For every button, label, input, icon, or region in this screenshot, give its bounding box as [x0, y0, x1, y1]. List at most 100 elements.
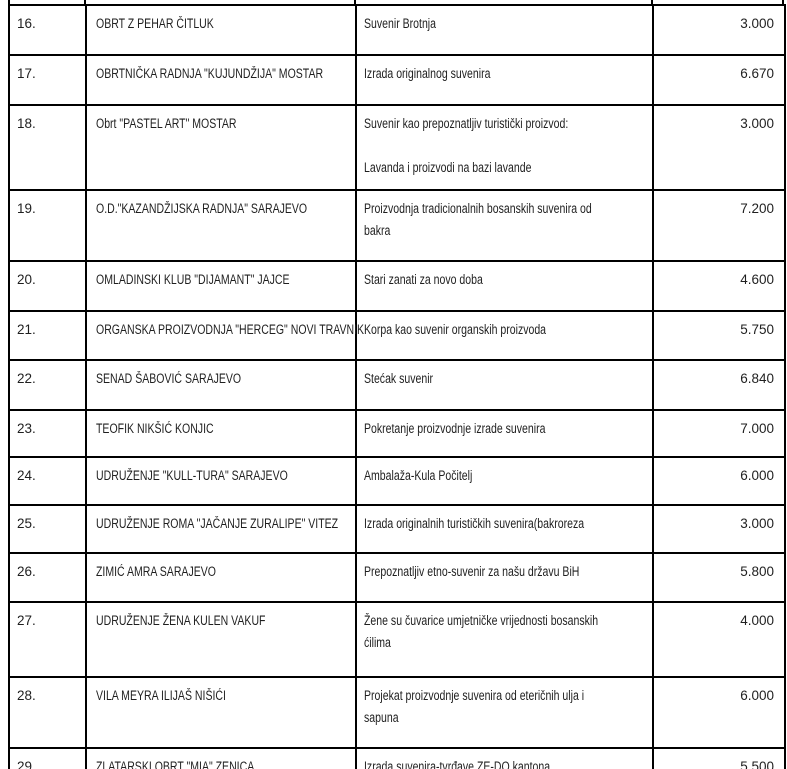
row-number-cell: 17. [8, 54, 87, 106]
table-row: 18. Obrt "PASTEL ART" MOSTAR Suvenir kao… [8, 104, 786, 191]
applicant-name-text: O.D."KAZANDŽIJSKA RADNJA" SARAJEVO [96, 201, 308, 216]
project-description-cell: Suvenir Brotnja [355, 4, 654, 56]
description-line: bakra [364, 223, 391, 238]
applicant-name-cell: O.D."KAZANDŽIJSKA RADNJA" SARAJEVO [85, 189, 357, 262]
description-line: sapuna [364, 710, 399, 725]
amount-cell: 6.670 [652, 54, 786, 106]
amount-cell: 6.000 [652, 676, 786, 749]
description-line: Izrada originalnog suvenira [364, 66, 491, 81]
applicant-name-text: UDRUŽENJE ROMA "JAČANJE ZURALIPE" VITEZ [96, 516, 339, 531]
row-number-cell: 19. [8, 189, 87, 262]
applicant-name-text: ZIMIĆ AMRA SARAJEVO [96, 564, 216, 579]
table-row: 19. O.D."KAZANDŽIJSKA RADNJA" SARAJEVO P… [8, 189, 786, 262]
applicant-name-cell: ZIMIĆ AMRA SARAJEVO [85, 552, 357, 603]
table-row: 28. VILA MEYRA ILIJAŠ NIŠIĆI Projekat pr… [8, 676, 786, 749]
description-line [364, 135, 584, 157]
table-row: 24. UDRUŽENJE "KULL-TURA" SARAJEVO Ambal… [8, 456, 786, 506]
applicant-name-text: OMLADINSKI KLUB "DIJAMANT" JAJCE [96, 272, 290, 287]
applicant-name-cell: Obrt "PASTEL ART" MOSTAR [85, 104, 357, 191]
applicant-name-cell: TEOFIK NIKŠIĆ KONJIC [85, 409, 357, 458]
description-line: Suvenir Brotnja [364, 16, 437, 31]
grants-table: 16. OBRT Z PEHAR ČITLUK Suvenir Brotnja … [8, 4, 786, 769]
row-number-cell: 29. [8, 747, 87, 769]
applicant-name-text: TEOFIK NIKŠIĆ KONJIC [96, 421, 214, 436]
project-description-cell: Žene su čuvarice umjetničke vrijednosti … [355, 601, 654, 678]
applicant-name-text: ORGANSKA PROIZVODNJA "HERCEG" NOVI TRAVN… [96, 322, 365, 337]
grants-table-body: 16. OBRT Z PEHAR ČITLUK Suvenir Brotnja … [8, 4, 786, 769]
row-number-cell: 25. [8, 504, 87, 554]
description-line: Pokretanje proizvodnje izrade suvenira [364, 421, 546, 436]
table-row: 20. OMLADINSKI KLUB "DIJAMANT" JAJCE Sta… [8, 260, 786, 312]
description-line: Ambalaža-Kula Počitelj [364, 468, 473, 483]
row-number-cell: 18. [8, 104, 87, 191]
applicant-name-cell: UDRUŽENJE ROMA "JAČANJE ZURALIPE" VITEZ [85, 504, 357, 554]
applicant-name-cell: UDRUŽENJE "KULL-TURA" SARAJEVO [85, 456, 357, 506]
project-description-cell: Proizvodnja tradicionalnih bosanskih suv… [355, 189, 654, 262]
table-row: 27. UDRUŽENJE ŽENA KULEN VAKUF Žene su č… [8, 601, 786, 678]
applicant-name-text: UDRUŽENJE "KULL-TURA" SARAJEVO [96, 468, 288, 483]
applicant-name-text: UDRUŽENJE ŽENA KULEN VAKUF [96, 613, 266, 628]
row-number-cell: 16. [8, 4, 87, 56]
project-description-cell: Projekat proizvodnje suvenira od eteričn… [355, 676, 654, 749]
row-number-cell: 22. [8, 359, 87, 411]
project-description-cell: Izrada originalnog suvenira [355, 54, 654, 106]
row-number-cell: 20. [8, 260, 87, 312]
table-border-stub [651, 0, 653, 5]
project-description-cell: Pokretanje proizvodnje izrade suvenira [355, 409, 654, 458]
row-number-cell: 21. [8, 310, 87, 361]
row-number-cell: 27. [8, 601, 87, 678]
description-line: Suvenir kao prepoznatljiv turistički pro… [364, 116, 569, 131]
project-description-cell: Izrada suvenira-tvrđave ZE-DO kantona [355, 747, 654, 769]
amount-cell: 6.000 [652, 456, 786, 506]
description-line: Lavanda i proizvodi na bazi lavande [364, 160, 532, 175]
applicant-name-text: Obrt "PASTEL ART" MOSTAR [96, 116, 237, 131]
table-row: 21. ORGANSKA PROIZVODNJA "HERCEG" NOVI T… [8, 310, 786, 361]
project-description-cell: Stećak suvenir [355, 359, 654, 411]
applicant-name-text: SENAD ŠABOVIĆ SARAJEVO [96, 371, 242, 386]
applicant-name-cell: ZLATARSKI OBRT "MIA" ZENICA [85, 747, 357, 769]
row-number-cell: 28. [8, 676, 87, 749]
applicant-name-text: ZLATARSKI OBRT "MIA" ZENICA [96, 759, 255, 769]
applicant-name-cell: SENAD ŠABOVIĆ SARAJEVO [85, 359, 357, 411]
amount-cell: 4.600 [652, 260, 786, 312]
table-row: 16. OBRT Z PEHAR ČITLUK Suvenir Brotnja … [8, 4, 786, 56]
project-description-cell: Izrada originalnih turističkih suvenira(… [355, 504, 654, 554]
project-description-cell: Suvenir kao prepoznatljiv turistički pro… [355, 104, 654, 191]
table-border-stub [8, 0, 10, 5]
description-line: Stari zanati za novo doba [364, 272, 483, 287]
table-border-stub [354, 0, 356, 5]
row-number-cell: 23. [8, 409, 87, 458]
table-row: 29. ZLATARSKI OBRT "MIA" ZENICA Izrada s… [8, 747, 786, 769]
project-description-cell: Stari zanati za novo doba [355, 260, 654, 312]
description-line: Korpa kao suvenir organskih proizvoda [364, 322, 547, 337]
table-row: 25. UDRUŽENJE ROMA "JAČANJE ZURALIPE" VI… [8, 504, 786, 554]
description-line: Proizvodnja tradicionalnih bosanskih suv… [364, 201, 592, 216]
amount-cell: 5.500 [652, 747, 786, 769]
table-border-stub [84, 0, 86, 5]
table-row: 23. TEOFIK NIKŠIĆ KONJIC Pokretanje proi… [8, 409, 786, 458]
applicant-name-cell: OBRTNIČKA RADNJA "KUJUNDŽIJA" MOSTAR [85, 54, 357, 106]
amount-cell: 3.000 [652, 104, 786, 191]
applicant-name-cell: OBRT Z PEHAR ČITLUK [85, 4, 357, 56]
amount-cell: 6.840 [652, 359, 786, 411]
table-row: 26. ZIMIĆ AMRA SARAJEVO Prepoznatljiv et… [8, 552, 786, 603]
amount-cell: 7.000 [652, 409, 786, 458]
amount-cell: 3.000 [652, 504, 786, 554]
project-description-cell: Korpa kao suvenir organskih proizvoda [355, 310, 654, 361]
row-number-cell: 24. [8, 456, 87, 506]
applicant-name-cell: VILA MEYRA ILIJAŠ NIŠIĆI [85, 676, 357, 749]
amount-cell: 7.200 [652, 189, 786, 262]
description-line: Prepoznatljiv etno-suvenir za našu držav… [364, 564, 580, 579]
table-border-stub [782, 0, 784, 5]
project-description-cell: Ambalaža-Kula Počitelj [355, 456, 654, 506]
applicant-name-text: OBRTNIČKA RADNJA "KUJUNDŽIJA" MOSTAR [96, 66, 324, 81]
applicant-name-cell: UDRUŽENJE ŽENA KULEN VAKUF [85, 601, 357, 678]
amount-cell: 5.800 [652, 552, 786, 603]
description-line: Žene su čuvarice umjetničke vrijednosti … [364, 613, 599, 628]
applicant-name-text: VILA MEYRA ILIJAŠ NIŠIĆI [96, 688, 226, 703]
applicant-name-text: OBRT Z PEHAR ČITLUK [96, 16, 214, 31]
description-line: Stećak suvenir [364, 371, 434, 386]
description-line: Izrada originalnih turističkih suvenira(… [364, 516, 585, 531]
amount-cell: 4.000 [652, 601, 786, 678]
